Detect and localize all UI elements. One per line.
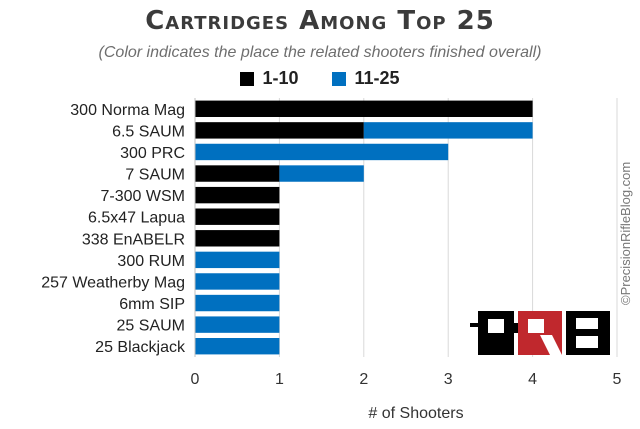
bar-1-10-7-300-wsm xyxy=(195,186,280,204)
y-category-label: 300 Norma Mag xyxy=(70,102,185,119)
legend: 1-10 11-25 xyxy=(0,68,640,89)
y-category-label: 6.5 SAUM xyxy=(112,123,185,140)
bar-1-10-338-enabelr xyxy=(195,230,280,247)
x-tick-label-2: 2 xyxy=(359,371,368,388)
x-tick-label-3: 3 xyxy=(444,371,453,388)
y-category-label: 300 PRC xyxy=(120,145,185,162)
prb-logo xyxy=(470,311,610,355)
bar-11-25-25-blackjack xyxy=(195,338,280,355)
chart-subtitle: (Color indicates the place the related s… xyxy=(98,44,542,61)
bar-11-25-257-weatherby-mag xyxy=(195,273,280,290)
y-category-label: 25 Blackjack xyxy=(95,339,186,356)
y-category-label: 6mm SIP xyxy=(119,296,185,313)
bar-11-25-25-saum xyxy=(195,316,280,333)
y-category-label: 300 RUM xyxy=(117,253,185,270)
legend-label-1-10: 1-10 xyxy=(262,68,299,88)
bar-11-25-6mm-sip xyxy=(195,294,280,312)
legend-label-11-25: 11-25 xyxy=(354,68,400,88)
legend-item-11-25: 11-25 xyxy=(332,68,400,89)
bar-11-25-7-saum xyxy=(279,165,364,182)
y-category-label: 338 EnABELR xyxy=(82,231,185,248)
legend-swatch-1-10 xyxy=(240,71,255,86)
x-tick-label-1: 1 xyxy=(275,371,284,388)
bar-11-25-300-prc xyxy=(195,143,449,161)
y-category-label: 7 SAUM xyxy=(125,167,185,184)
y-category-label: 6.5x47 Lapua xyxy=(88,210,185,227)
x-tick-label-5: 5 xyxy=(613,371,622,388)
bar-1-10-7-saum xyxy=(195,165,280,182)
bar-1-10-6-5-saum xyxy=(195,122,364,139)
x-axis-title: # of Shooters xyxy=(368,405,463,422)
chart-title: Cartridges Among Top 25 xyxy=(145,6,495,36)
y-category-label: 25 SAUM xyxy=(117,318,185,335)
legend-swatch-11-25 xyxy=(332,71,347,86)
watermark: ©PrecisionRifleBlog.com xyxy=(618,161,633,305)
x-tick-label-4: 4 xyxy=(528,371,537,388)
x-tick-label-0: 0 xyxy=(191,371,200,388)
bar-11-25-300-rum xyxy=(195,251,280,269)
legend-item-1-10: 1-10 xyxy=(240,68,298,89)
bar-1-10-300-norma-mag xyxy=(195,100,533,117)
y-category-label: 257 Weatherby Mag xyxy=(41,274,185,291)
bar-1-10-6-5x47-lapua xyxy=(195,208,280,225)
bar-11-25-6-5-saum xyxy=(363,122,533,139)
y-category-label: 7-300 WSM xyxy=(101,188,185,205)
